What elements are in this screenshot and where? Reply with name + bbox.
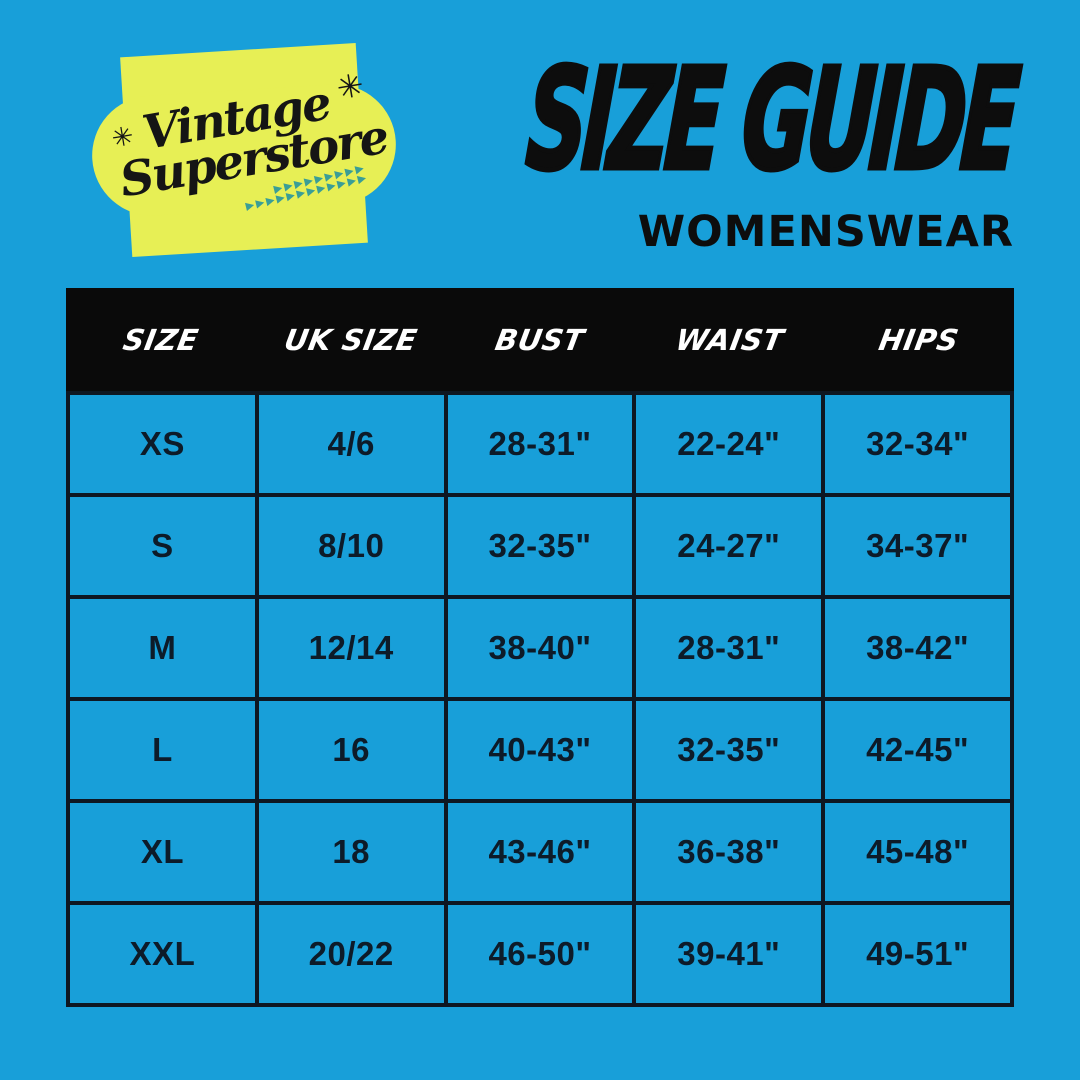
table-cell: 20/22: [256, 903, 446, 1005]
table-cell: 38-40": [445, 597, 635, 699]
table-cell: 46-50": [445, 903, 635, 1005]
table-body: XS 4/6 28-31" 22-24" 32-34" S 8/10 32-35…: [66, 391, 1014, 1007]
table-cell: 28-31": [634, 597, 824, 699]
page-title: SIZE GUIDE: [520, 37, 1021, 204]
size-table: SIZE UK SIZE BUST WAIST HIPS XS 4/6 28-3…: [66, 288, 1014, 1007]
table-cell: 28-31": [445, 393, 635, 495]
table-cell: 4/6: [256, 393, 446, 495]
table-cell: 34-37": [823, 495, 1012, 597]
table-cell: 16: [256, 699, 446, 801]
column-header-size: SIZE: [120, 322, 202, 357]
table-cell: 38-42": [823, 597, 1012, 699]
table-cell: 45-48": [823, 801, 1012, 903]
table-cell: 24-27": [634, 495, 824, 597]
table-cell: 36-38": [634, 801, 824, 903]
title-block: SIZE GUIDE WOMENSWEAR: [203, 37, 1021, 257]
table-cell: L: [68, 699, 257, 801]
table-cell: 49-51": [823, 903, 1012, 1005]
table-cell: XL: [68, 801, 257, 903]
table-cell: 39-41": [634, 903, 824, 1005]
table-cell: 32-35": [634, 699, 824, 801]
table-header-row: SIZE UK SIZE BUST WAIST HIPS: [66, 288, 1014, 391]
table-cell: 12/14: [256, 597, 446, 699]
table-cell: 42-45": [823, 699, 1012, 801]
page-subtitle: WOMENSWEAR: [637, 206, 1014, 257]
column-header-hips: HIPS: [876, 322, 962, 357]
column-header-waist: WAIST: [672, 322, 787, 357]
table-cell: 8/10: [256, 495, 446, 597]
table-cell: 22-24": [634, 393, 824, 495]
table-cell: 32-35": [445, 495, 635, 597]
column-header-bust: BUST: [492, 322, 588, 357]
table-cell: 32-34": [823, 393, 1012, 495]
table-cell: S: [68, 495, 257, 597]
table-cell: 40-43": [445, 699, 635, 801]
column-header-uk-size: UK SIZE: [281, 322, 420, 357]
table-cell: M: [68, 597, 257, 699]
sparkle-icon: ✳: [109, 120, 136, 154]
table-cell: 18: [256, 801, 446, 903]
table-cell: XXL: [68, 903, 257, 1005]
table-cell: 43-46": [445, 801, 635, 903]
table-cell: XS: [68, 393, 257, 495]
